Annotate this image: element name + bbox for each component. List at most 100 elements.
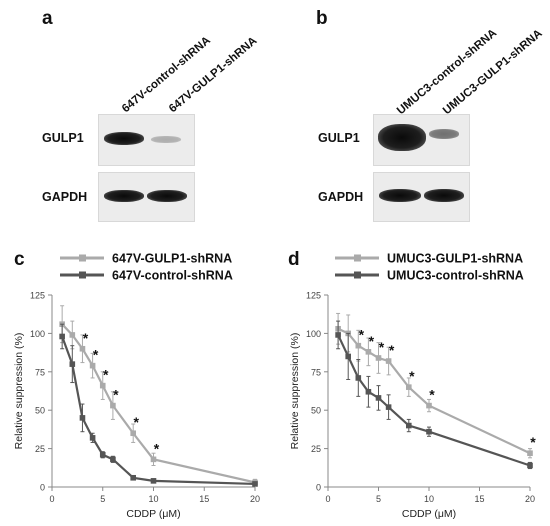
chart-d-significance-star-7: * [530, 434, 536, 450]
chart-d-x-tick-label-15: 15 [474, 494, 484, 504]
chart-c-x-tick-label-5: 5 [100, 494, 105, 504]
chart-c-x-tick-label-20: 20 [250, 494, 260, 504]
chart-d-y-tick-label-75: 75 [311, 367, 321, 377]
chart-c-significance-star-4: * [113, 387, 119, 403]
blot-a-lane-1-label: 647V-control-shRNA [120, 34, 213, 116]
chart-c-y-tick-label-50: 50 [35, 406, 45, 416]
chart-c-significance-star-1: * [83, 330, 89, 346]
chart-c-x-axis-label: CDDP (μM) [126, 508, 180, 520]
chart-c-s1-point-7 [130, 430, 136, 437]
blot-a-gapdh-band-lane-1 [104, 190, 144, 202]
blot-a-gapdh-membrane [98, 172, 195, 222]
chart-c-s2-point-6 [110, 456, 116, 463]
chart-c-s1-line [61, 323, 256, 484]
chart-c-y-tick-label-125: 125 [30, 291, 45, 301]
chart-c-s2-point-3 [79, 415, 86, 421]
chart-c-s1-point-4 [89, 362, 96, 369]
chart-d-s2-point-8 [426, 428, 432, 435]
chart-c-y-tick-label-25: 25 [35, 444, 45, 454]
chart-c-s2-point-4 [89, 435, 96, 441]
chart-d-s2-point-1 [335, 332, 341, 338]
blot-b-row-gapdh-label: GAPDH [318, 190, 364, 204]
blot-a-row-gapdh-label: GAPDH [42, 190, 88, 204]
chart-d-significance-star-1: * [359, 327, 365, 343]
chart-c-s2-point-8 [150, 478, 157, 484]
chart-d-x-tick-label-20: 20 [525, 494, 535, 504]
chart-c-s1-point-5 [99, 382, 106, 389]
chart-d-legend-marker-2 [354, 271, 361, 279]
chart-d-significance-star-2: * [369, 333, 375, 349]
blot-b-gapdh-band-lane-2 [424, 189, 464, 202]
chart-c-significance-star-3: * [103, 367, 109, 383]
chart-d-significance-star-5: * [409, 368, 415, 384]
chart-c: 647V-GULP1-shRNA647V-control-shRNA025507… [13, 252, 260, 521]
chart-c-x-tick-label-10: 10 [148, 494, 158, 504]
chart-d-s1-point-7 [406, 384, 412, 390]
chart-c-s1-point-3 [79, 345, 86, 352]
chart-d-s2-point-7 [406, 422, 412, 429]
chart-d-x-tick-label-10: 10 [424, 494, 434, 504]
chart-d-y-axis-label: Relative suppression (%) [289, 333, 301, 450]
chart-d-y-tick-label-125: 125 [306, 291, 321, 301]
blot-b-row-gulp1-label: GULP1 [318, 131, 360, 145]
chart-d-s2-point-6 [385, 404, 392, 410]
chart-d-s1-point-3 [355, 342, 362, 349]
blot-b-gapdh-membrane [373, 172, 470, 222]
chart-c-legend-label-2: 647V-control-shRNA [112, 269, 233, 283]
blot-b-gulp1-band-lane-1 [378, 124, 426, 151]
chart-c-y-tick-label-100: 100 [30, 329, 45, 339]
chart-d-y-tick-label-100: 100 [306, 329, 321, 339]
chart-d-s1-point-8 [426, 402, 432, 409]
blot-a-gulp1-band-lane-1 [104, 132, 144, 145]
blot-a-gapdh-band-lane-2 [147, 190, 187, 202]
chart-d-significance-star-4: * [389, 342, 395, 358]
chart-d-x-tick-label-0: 0 [325, 494, 330, 504]
chart-c-s1-point-8 [150, 456, 157, 463]
blot-a-gulp1-membrane [98, 114, 195, 166]
chart-c-x-tick-label-15: 15 [199, 494, 209, 504]
panel-a-letter: a [42, 8, 53, 29]
chart-d-y-tick-label-25: 25 [311, 444, 321, 454]
chart-c-y-tick-label-0: 0 [40, 483, 45, 493]
chart-d-y-tick-label-0: 0 [316, 483, 321, 493]
blot-b-gulp1-band-lane-2 [429, 129, 459, 139]
chart-d-s2-point-3 [355, 375, 362, 381]
panel-b-letter: b [316, 8, 328, 29]
chart-d-s1-point-9 [527, 450, 533, 457]
chart-d: UMUC3-GULP1-shRNA UMUC3-control-shRNA 0 25 5… [289, 252, 536, 521]
panel-d-letter: d [288, 249, 300, 270]
chart-c-s1-point-2 [69, 332, 76, 338]
chart-d-legend-marker-1 [354, 254, 361, 262]
chart-d-series-2 [335, 320, 533, 470]
blot-b-gapdh-band-lane-1 [379, 189, 421, 202]
chart-c-legend-label-1: 647V-GULP1-shRNA [112, 252, 232, 266]
chart-c-s2-point-1 [59, 333, 65, 340]
chart-d-s1-point-6 [385, 358, 392, 364]
chart-d-y-tick-label-50: 50 [311, 406, 321, 416]
chart-d-significance-star-3: * [379, 339, 385, 355]
chart-c-significance-star-5: * [133, 414, 139, 430]
chart-d-legend-label-1: UMUC3-GULP1-shRNA [387, 252, 523, 266]
blot-b-gulp1-membrane [373, 114, 470, 166]
chart-d-s1-point-5 [375, 355, 382, 361]
blot-a-row-gulp1-label: GULP1 [42, 131, 84, 145]
chart-c-series-2 [59, 323, 258, 487]
chart-c-series-1 [59, 305, 258, 486]
chart-d-x-tick-label-5: 5 [376, 494, 381, 504]
chart-c-s2-line [61, 336, 256, 486]
chart-d-legend-label-2: UMUC3-control-shRNA [387, 269, 524, 283]
chart-c-x-tick-label-0: 0 [49, 494, 54, 504]
chart-c-s1-point-6 [110, 402, 116, 409]
panel-c-letter: c [14, 249, 25, 270]
chart-d-s2-point-2 [345, 353, 351, 360]
chart-c-significance-star-6: * [154, 440, 160, 456]
chart-d-s2-point-5 [375, 395, 382, 401]
chart-d-s1-point-4 [365, 349, 372, 355]
chart-c-s2-point-7 [130, 474, 136, 481]
blot-a-gulp1-band-lane-2 [151, 136, 181, 143]
chart-d-significance-star-6: * [429, 387, 435, 403]
chart-d-x-axis-label: CDDP (μM) [402, 508, 456, 520]
chart-c-y-tick-label-75: 75 [35, 367, 45, 377]
blot-a-lane-2-label: 647V-GULP1-shRNA [167, 34, 260, 116]
chart-c-s2-point-2 [69, 361, 76, 367]
